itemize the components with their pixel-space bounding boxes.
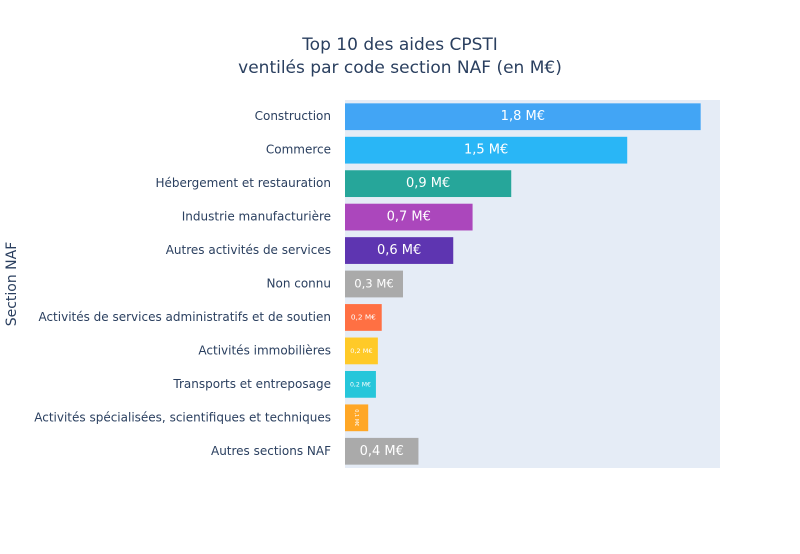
- bar: [345, 370, 376, 398]
- y-tick-label: Activités de services administratifs et …: [38, 310, 331, 324]
- bar: [345, 404, 369, 432]
- chart-title: Top 10 des aides CPSTI: [301, 35, 498, 55]
- y-tick-label: Hébergement et restauration: [156, 176, 331, 190]
- bar: [345, 136, 628, 164]
- y-tick-label: Autres sections NAF: [211, 444, 331, 458]
- y-tick-label: Non connu: [267, 277, 332, 291]
- y-tick-label: Commerce: [266, 143, 331, 157]
- bar: [345, 304, 382, 331]
- value-label: 0,7 M€: [387, 210, 431, 225]
- value-label: 1,5 M€: [464, 143, 508, 158]
- y-axis-title: Section NAF: [4, 242, 20, 327]
- chart-subtitle: ventilés par code section NAF (en M€): [238, 58, 562, 78]
- bar: [345, 270, 403, 298]
- value-label: 0,2 M€: [350, 381, 371, 388]
- bar: [345, 203, 473, 231]
- bar: [345, 437, 419, 465]
- y-tick-label: Activités spécialisées, scientifiques et…: [34, 410, 331, 424]
- value-label: 0,1 M€: [353, 409, 359, 426]
- value-label: 0,9 M€: [406, 176, 450, 191]
- y-tick-label: Activités immobilières: [198, 343, 331, 357]
- bar: [345, 103, 701, 131]
- bar: [345, 170, 512, 198]
- bar: [345, 237, 454, 264]
- y-tick-label: Construction: [255, 109, 331, 123]
- value-label: 0,2 M€: [351, 312, 376, 321]
- value-label: 1,8 M€: [501, 109, 545, 124]
- y-tick-label: Industrie manufacturière: [182, 210, 331, 224]
- value-label: 0,4 M€: [360, 444, 404, 459]
- value-label: 0,2 M€: [350, 347, 372, 355]
- value-label: 0,6 M€: [377, 243, 421, 258]
- value-label: 0,3 M€: [354, 277, 393, 291]
- y-tick-label: Autres activités de services: [166, 243, 331, 257]
- y-tick-label: Transports et entreposage: [172, 377, 331, 391]
- bar: [345, 337, 378, 365]
